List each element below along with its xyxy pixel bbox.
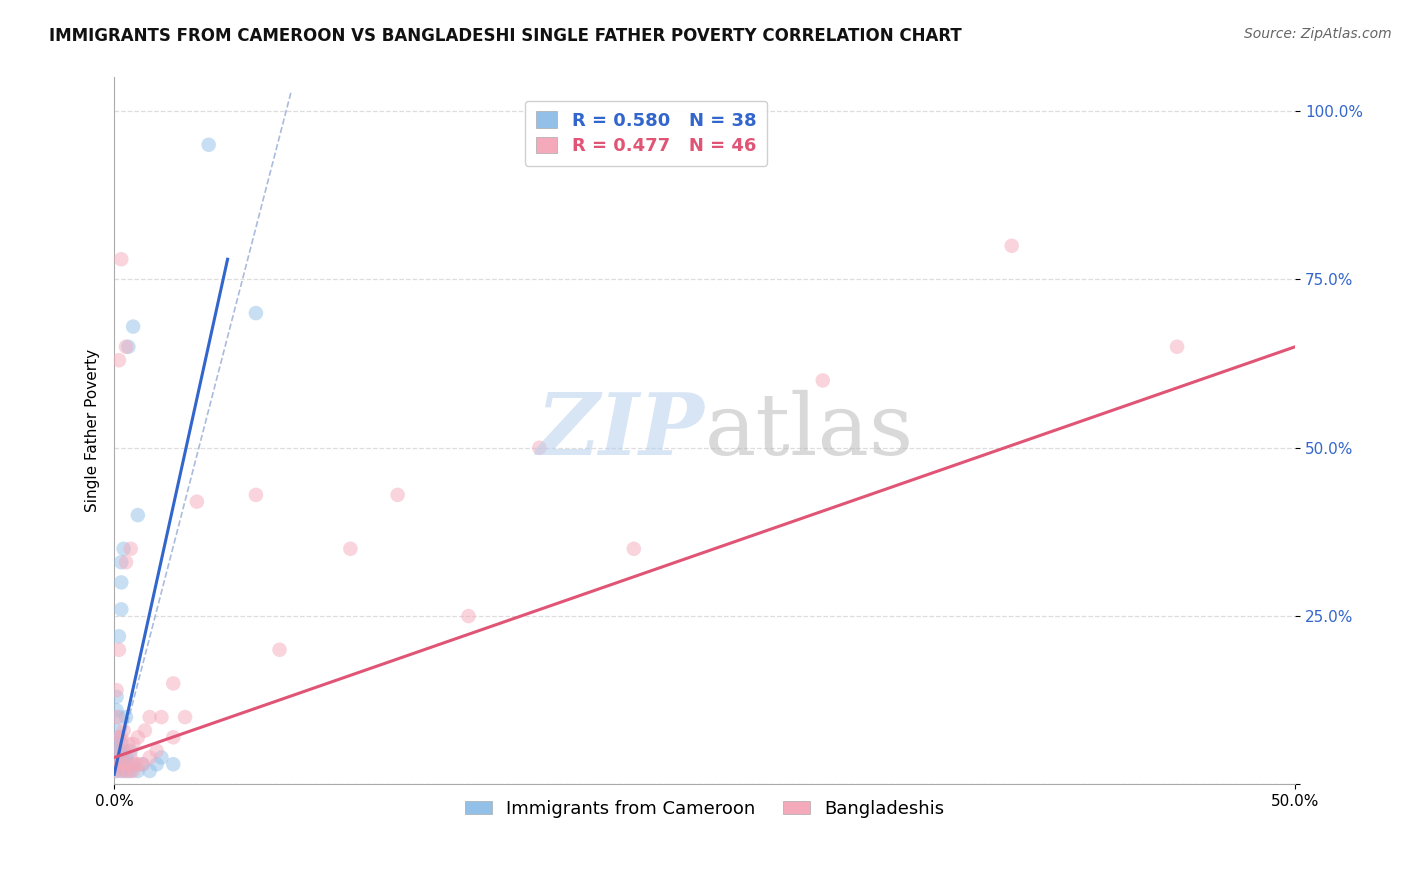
- Point: [245, 306, 267, 320]
- Point: [269, 642, 291, 657]
- Point: [115, 555, 138, 569]
- Point: [105, 744, 128, 758]
- Point: [127, 731, 149, 745]
- Point: [186, 494, 208, 508]
- Point: [387, 488, 409, 502]
- Point: [105, 750, 128, 764]
- Point: [245, 488, 267, 502]
- Point: [110, 252, 132, 267]
- Text: IMMIGRANTS FROM CAMEROON VS BANGLADESHI SINGLE FATHER POVERTY CORRELATION CHART: IMMIGRANTS FROM CAMEROON VS BANGLADESHI …: [49, 27, 962, 45]
- Point: [108, 757, 131, 772]
- Point: [122, 757, 145, 772]
- Point: [127, 764, 149, 778]
- Point: [117, 764, 139, 778]
- Point: [110, 602, 132, 616]
- Point: [105, 723, 128, 738]
- Point: [117, 340, 139, 354]
- Point: [110, 750, 132, 764]
- Point: [108, 731, 131, 745]
- Legend: Immigrants from Cameroon, Bangladeshis: Immigrants from Cameroon, Bangladeshis: [458, 792, 952, 825]
- Point: [115, 340, 138, 354]
- Point: [110, 731, 132, 745]
- Point: [115, 757, 138, 772]
- Point: [110, 555, 132, 569]
- Point: [122, 764, 145, 778]
- Point: [108, 731, 131, 745]
- Point: [124, 757, 146, 772]
- Point: [112, 541, 135, 556]
- Point: [138, 710, 160, 724]
- Point: [108, 629, 131, 643]
- Point: [112, 744, 135, 758]
- Point: [108, 744, 131, 758]
- Point: [138, 764, 160, 778]
- Point: [120, 750, 142, 764]
- Text: Source: ZipAtlas.com: Source: ZipAtlas.com: [1244, 27, 1392, 41]
- Point: [117, 757, 139, 772]
- Text: ZIP: ZIP: [537, 389, 704, 473]
- Point: [110, 764, 132, 778]
- Point: [1001, 239, 1024, 253]
- Point: [110, 737, 132, 751]
- Point: [112, 757, 135, 772]
- Point: [117, 737, 139, 751]
- Point: [134, 723, 156, 738]
- Point: [105, 690, 128, 704]
- Y-axis label: Single Father Poverty: Single Father Poverty: [86, 350, 100, 513]
- Point: [529, 441, 551, 455]
- Point: [120, 744, 142, 758]
- Point: [1166, 340, 1188, 354]
- Point: [115, 710, 138, 724]
- Point: [131, 757, 153, 772]
- Point: [105, 737, 128, 751]
- Point: [108, 642, 131, 657]
- Point: [457, 609, 479, 624]
- Point: [105, 764, 128, 778]
- Point: [112, 723, 135, 738]
- Point: [115, 764, 138, 778]
- Point: [112, 764, 135, 778]
- Point: [105, 703, 128, 717]
- Point: [162, 731, 184, 745]
- Point: [150, 710, 173, 724]
- Point: [108, 353, 131, 368]
- Point: [115, 750, 138, 764]
- Point: [174, 710, 197, 724]
- Point: [150, 750, 173, 764]
- Point: [339, 541, 361, 556]
- Point: [811, 373, 834, 387]
- Point: [110, 757, 132, 772]
- Point: [145, 757, 167, 772]
- Point: [127, 508, 149, 522]
- Point: [120, 541, 142, 556]
- Point: [122, 737, 145, 751]
- Point: [127, 757, 149, 772]
- Point: [120, 764, 142, 778]
- Point: [138, 750, 160, 764]
- Point: [623, 541, 645, 556]
- Point: [131, 757, 153, 772]
- Point: [122, 319, 145, 334]
- Point: [105, 710, 128, 724]
- Text: atlas: atlas: [704, 389, 914, 473]
- Point: [162, 757, 184, 772]
- Point: [197, 137, 219, 152]
- Point: [145, 744, 167, 758]
- Point: [105, 683, 128, 698]
- Point: [112, 744, 135, 758]
- Point: [110, 575, 132, 590]
- Point: [162, 676, 184, 690]
- Point: [105, 764, 128, 778]
- Point: [108, 757, 131, 772]
- Point: [108, 710, 131, 724]
